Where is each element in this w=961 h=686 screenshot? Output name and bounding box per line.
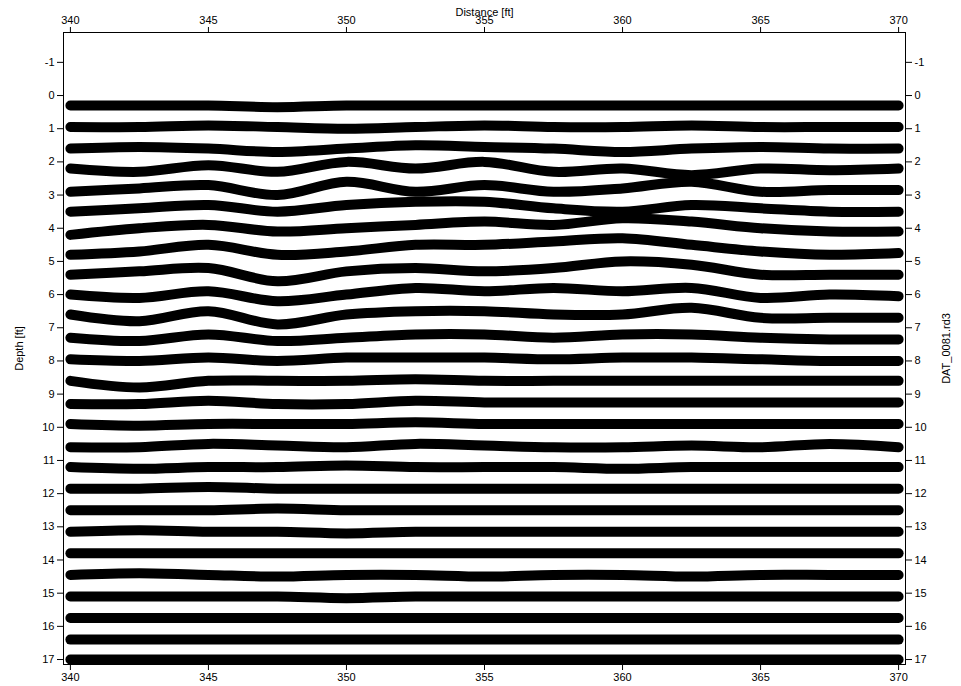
svg-text:Distance [ft]: Distance [ft]	[455, 6, 513, 18]
svg-text:4: 4	[915, 222, 921, 234]
svg-text:16: 16	[915, 620, 927, 632]
svg-text:-1: -1	[45, 56, 55, 68]
svg-text:7: 7	[915, 321, 921, 333]
svg-text:1: 1	[48, 122, 54, 134]
svg-text:10: 10	[42, 421, 54, 433]
svg-text:365: 365	[751, 671, 769, 683]
svg-text:13: 13	[42, 520, 54, 532]
svg-text:340: 340	[61, 671, 79, 683]
svg-text:370: 370	[889, 14, 907, 26]
svg-text:-1: -1	[915, 56, 925, 68]
svg-text:5: 5	[48, 255, 54, 267]
svg-text:3: 3	[915, 189, 921, 201]
svg-text:10: 10	[915, 421, 927, 433]
svg-text:13: 13	[915, 520, 927, 532]
svg-text:12: 12	[915, 487, 927, 499]
svg-text:3: 3	[48, 189, 54, 201]
svg-text:12: 12	[42, 487, 54, 499]
svg-text:11: 11	[43, 454, 54, 466]
svg-text:8: 8	[915, 354, 921, 366]
svg-text:340: 340	[61, 14, 79, 26]
svg-text:0: 0	[48, 89, 54, 101]
svg-text:360: 360	[613, 671, 631, 683]
svg-text:345: 345	[199, 14, 217, 26]
svg-text:8: 8	[48, 354, 54, 366]
svg-text:4: 4	[48, 222, 54, 234]
svg-text:7: 7	[48, 321, 54, 333]
svg-text:6: 6	[915, 288, 921, 300]
svg-text:0: 0	[915, 89, 921, 101]
svg-text:345: 345	[199, 671, 217, 683]
svg-text:Depth [ft]: Depth [ft]	[13, 326, 25, 371]
svg-text:350: 350	[337, 14, 355, 26]
svg-text:370: 370	[889, 671, 907, 683]
svg-text:15: 15	[915, 587, 927, 599]
svg-text:355: 355	[475, 13, 494, 26]
svg-text:16: 16	[42, 620, 54, 632]
svg-text:6: 6	[48, 288, 54, 300]
svg-text:15: 15	[42, 587, 54, 599]
svg-text:14: 14	[42, 554, 54, 566]
svg-text:17: 17	[42, 653, 54, 665]
svg-text:14: 14	[915, 554, 927, 566]
svg-text:11: 11	[915, 454, 926, 466]
svg-text:355: 355	[475, 671, 493, 683]
svg-text:5: 5	[915, 255, 921, 267]
svg-text:2: 2	[48, 155, 54, 167]
svg-text:365: 365	[751, 14, 769, 26]
svg-text:DAT_0081.rd3: DAT_0081.rd3	[940, 313, 952, 384]
svg-text:9: 9	[915, 388, 921, 400]
svg-text:9: 9	[48, 388, 54, 400]
svg-text:17: 17	[915, 653, 927, 665]
svg-text:360: 360	[613, 14, 631, 26]
svg-text:2: 2	[915, 155, 921, 167]
svg-text:1: 1	[915, 122, 921, 134]
svg-text:350: 350	[337, 671, 355, 683]
